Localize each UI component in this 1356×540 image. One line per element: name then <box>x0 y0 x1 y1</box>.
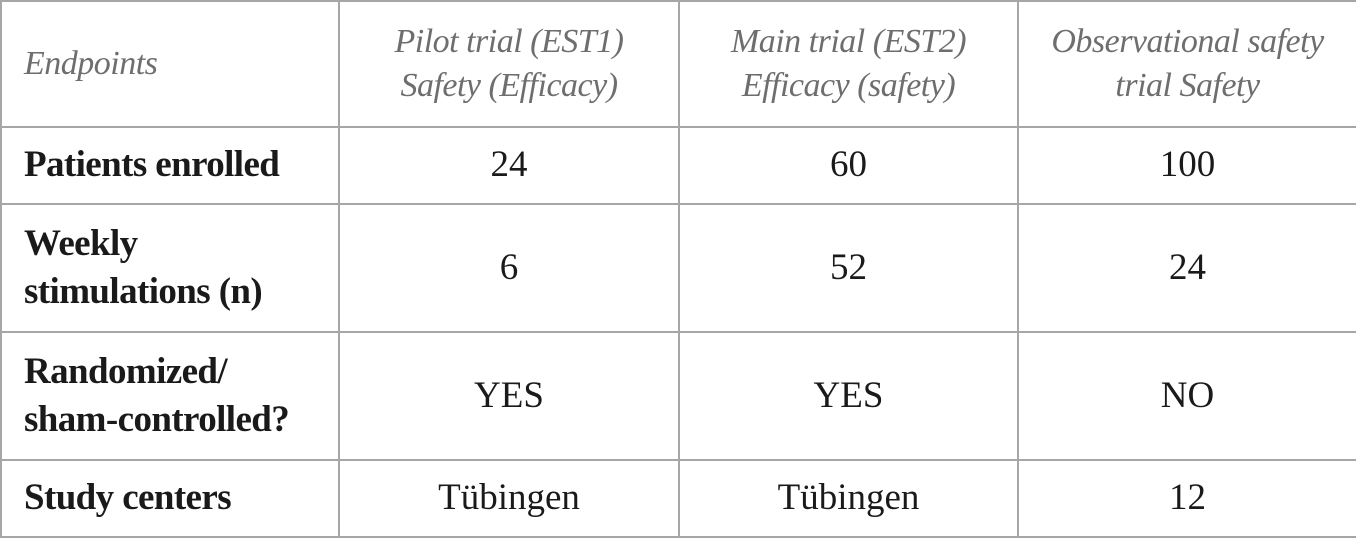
cell-line: trial Safety <box>1115 67 1260 104</box>
cell: Tübingen <box>678 459 1019 538</box>
cell-line: Main trial (EST2) <box>730 22 967 60</box>
table-row: Weekly stimulations (n) 6 52 24 <box>0 203 1356 333</box>
cell: 6 <box>338 203 680 333</box>
table-row: Randomized/sham-controlled? YES YES NO <box>0 331 1356 461</box>
cell-line: Observational safety <box>1051 22 1324 60</box>
table-row: Patients enrolled 24 60 100 <box>0 126 1356 205</box>
cell: 52 <box>678 203 1019 333</box>
header-cell: Pilot trial (EST1) Safety (Efficacy) <box>338 0 680 128</box>
header-cell: Main trial (EST2) Efficacy (safety) <box>678 0 1019 128</box>
row-label: Patients enrolled <box>0 126 340 205</box>
cell-line: Pilot trial (EST1) <box>394 22 625 60</box>
cell-line: Study centers <box>24 477 232 519</box>
cell-line: Efficacy (safety) <box>741 67 956 104</box>
table-row: Study centers Tübingen Tübingen 12 <box>0 459 1356 538</box>
header-row: Endpoints Pilot trial (EST1) Safety (Effic… <box>0 0 1356 128</box>
row-label: Randomized/sham-controlled? <box>0 331 340 461</box>
cell-line: Safety (Efficacy) <box>400 67 618 104</box>
cell: YES <box>338 331 680 461</box>
cell: 60 <box>678 126 1019 205</box>
header-cell: Endpoints <box>0 0 340 128</box>
cell: 24 <box>1017 203 1356 333</box>
row-label: Weekly stimulations (n) <box>0 203 340 333</box>
header-cell: Observational safety trial Safety <box>1017 0 1356 128</box>
cell: YES <box>678 331 1019 461</box>
cell: NO <box>1017 331 1356 461</box>
cell-line: sham-controlled? <box>24 399 290 440</box>
cell: 12 <box>1017 459 1356 538</box>
row-label: Study centers <box>0 459 340 538</box>
cell-line: Randomized/ <box>24 350 228 392</box>
cell: Tübingen <box>338 459 680 538</box>
cell-line: Patients enrolled <box>24 144 280 186</box>
cell: 100 <box>1017 126 1356 205</box>
cell-line: Endpoints <box>24 44 158 82</box>
cell-line: stimulations (n) <box>24 271 263 312</box>
cell: 24 <box>338 126 680 205</box>
cell-line: Weekly <box>24 222 138 264</box>
